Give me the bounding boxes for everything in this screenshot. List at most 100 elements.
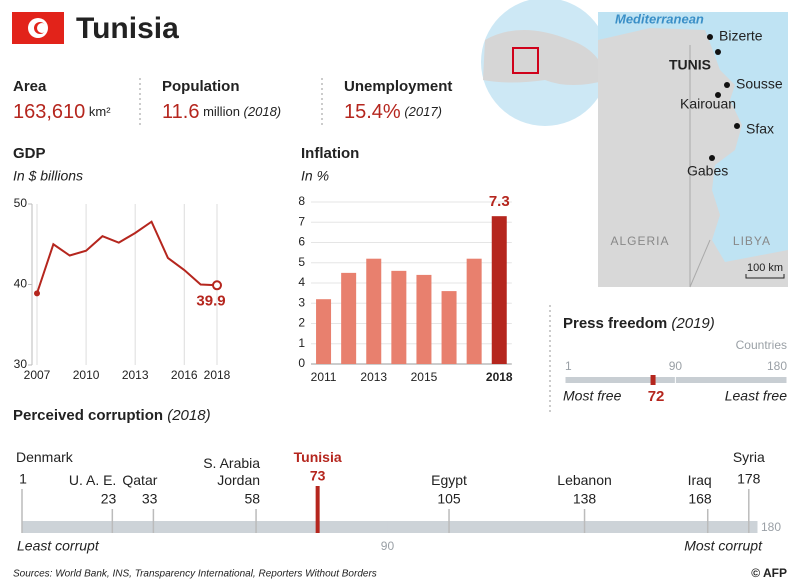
- bar: [341, 272, 357, 364]
- stat-number: 15.4%: [344, 101, 401, 123]
- stat-label: Area: [13, 78, 47, 95]
- country-line: Tunisia: [294, 449, 342, 465]
- city-dot: [715, 49, 721, 55]
- marker: [650, 375, 656, 385]
- rank-label: 23: [101, 491, 117, 507]
- city-dot: [709, 155, 715, 161]
- rank-label: 58: [244, 491, 260, 507]
- data-label: 39.9: [196, 292, 225, 309]
- chart-title: GDP: [13, 145, 46, 162]
- end-label: Most corrupt: [684, 538, 763, 554]
- data-label: 72: [648, 388, 665, 405]
- city-label: Sousse: [736, 76, 783, 92]
- country-line: Lebanon: [557, 472, 612, 488]
- chart-subtitle: (2019): [671, 315, 714, 332]
- city-label: Sfax: [746, 121, 774, 137]
- chart-title: Press freedom (2019): [563, 315, 715, 332]
- x-tick-label: 180: [767, 359, 787, 373]
- gdp-line: [36, 220, 218, 294]
- chart-title-text: Perceived corruption: [13, 407, 163, 424]
- map-scale-label: 100 km: [747, 262, 783, 274]
- chart-title-text: Inflation: [301, 145, 359, 162]
- country-line: Egypt: [431, 472, 467, 488]
- bar: [466, 258, 482, 364]
- bar: [316, 299, 332, 364]
- city-dot: [724, 82, 730, 88]
- rank-label: 1: [19, 471, 27, 487]
- x-tick-label: 2013: [122, 368, 149, 382]
- country-label: Syria: [733, 449, 765, 465]
- y-tick-label: 30: [14, 357, 28, 371]
- y-tick-label: 1: [298, 336, 305, 350]
- y-tick-label: 50: [14, 196, 28, 210]
- y-tick-label: 5: [298, 255, 305, 269]
- y-tick-label: 7: [298, 214, 305, 228]
- end-label: Least corrupt: [17, 538, 100, 554]
- data-label: 7.3: [489, 193, 510, 210]
- stat-unit: km²: [89, 104, 111, 119]
- x-tick-label: 2007: [24, 368, 51, 382]
- scale-bar: [565, 377, 787, 383]
- rank-label: 178: [737, 471, 761, 487]
- chart-title: Perceived corruption (2018): [13, 407, 211, 424]
- city-label: Gabes: [687, 163, 728, 179]
- y-tick-label: 8: [298, 194, 305, 208]
- x-tick-label: 2015: [411, 370, 438, 384]
- y-tick-label: 4: [298, 275, 305, 289]
- chart-subtitle: In %: [301, 168, 329, 184]
- city-dot: [715, 92, 721, 98]
- chart-title: Inflation: [301, 145, 359, 162]
- bar: [441, 291, 457, 364]
- x-tick-label: 90: [381, 539, 395, 553]
- country-label: Iraq: [688, 472, 712, 488]
- country-line: Denmark: [16, 449, 74, 465]
- point: [212, 280, 222, 291]
- country-label: Lebanon: [557, 472, 612, 488]
- bar: [366, 258, 382, 364]
- credit: © AFP: [751, 566, 787, 580]
- stat-label: Population: [162, 78, 240, 95]
- globe-land: [483, 30, 608, 85]
- y-tick-label: 3: [298, 295, 305, 309]
- rank-label: 105: [437, 491, 461, 507]
- country-line: Iraq: [688, 472, 712, 488]
- end-label: Least free: [725, 388, 787, 404]
- bar: [491, 216, 507, 364]
- globe-highlight: [512, 47, 539, 74]
- country-label: Egypt: [431, 472, 467, 488]
- stat-value: 163,610 km²: [13, 101, 111, 123]
- y-tick-label: 0: [298, 356, 305, 370]
- city-label: Kairouan: [680, 96, 736, 112]
- chart-title-text: Press freedom: [563, 315, 667, 332]
- stat-number: 11.6: [162, 101, 199, 123]
- border: [689, 239, 711, 288]
- stat-number: 163,610: [13, 101, 85, 123]
- stat-value: 15.4% (2017): [344, 101, 442, 123]
- country-line: Qatar: [122, 472, 157, 488]
- rank-label: 73: [310, 468, 326, 484]
- rank-label: 33: [142, 491, 158, 507]
- city-dot: [707, 34, 713, 40]
- y-tick-label: 2: [298, 316, 305, 330]
- unit-label: Countries: [736, 338, 787, 352]
- stat-unit: million: [203, 104, 240, 119]
- x-tick-label: 2018: [486, 370, 513, 384]
- country-line: S. Arabia: [203, 455, 260, 471]
- city-label: TUNIS: [669, 57, 711, 73]
- country-label: LIBYA: [733, 234, 771, 248]
- sources: Sources: World Bank, INS, Transparency I…: [13, 569, 377, 580]
- stat-value: 11.6 million (2018): [162, 101, 281, 123]
- map-land: [598, 28, 788, 287]
- scale-bar: [22, 521, 757, 533]
- x-tick-label: 2013: [360, 370, 387, 384]
- country-line: Syria: [733, 449, 765, 465]
- x-tick-label: 2011: [311, 370, 337, 384]
- bar: [416, 274, 432, 364]
- rank-label: 138: [573, 491, 597, 507]
- country-label: S. Arabia Jordan: [203, 455, 260, 488]
- y-tick-label: 6: [298, 235, 305, 249]
- stat-note: (2018): [244, 104, 282, 119]
- end-label: Most free: [563, 388, 622, 404]
- country-label: ALGERIA: [610, 234, 669, 248]
